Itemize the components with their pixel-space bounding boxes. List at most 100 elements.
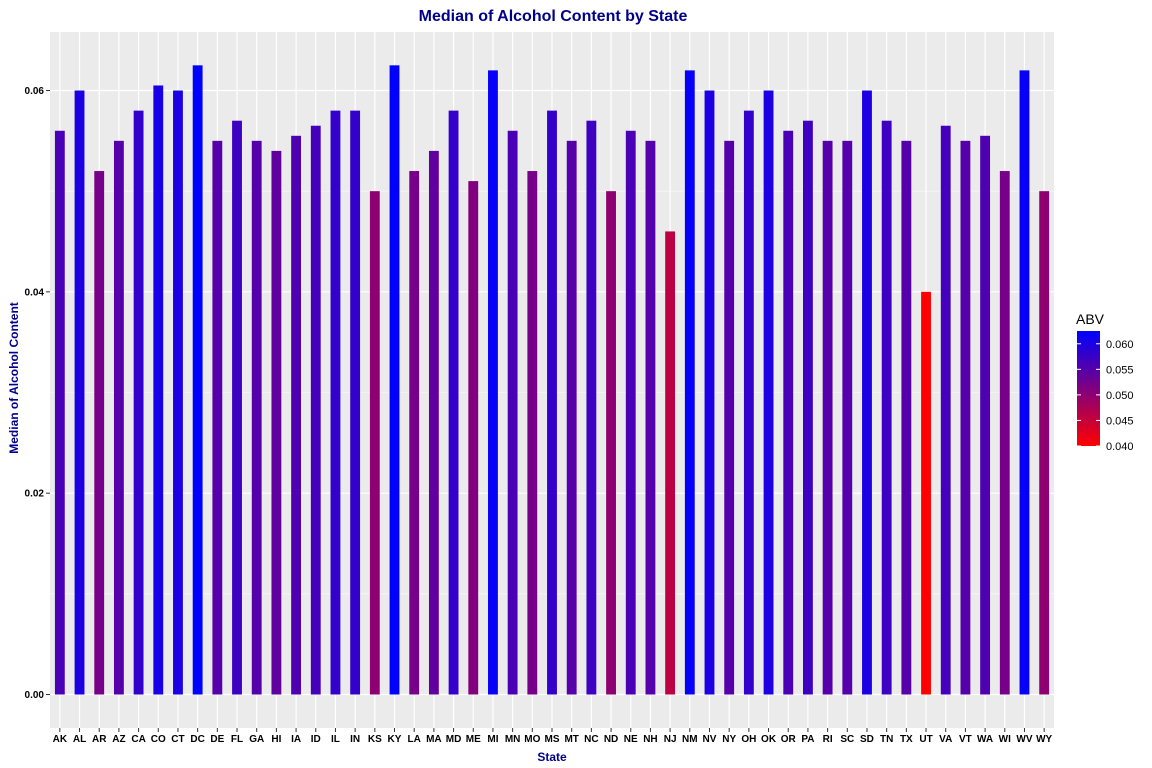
x-tick-label: WA (977, 734, 993, 745)
x-tick-label: MO (524, 734, 540, 745)
x-tick-label: CT (171, 734, 184, 745)
x-tick-label: NM (682, 734, 698, 745)
x-tick-label: AK (53, 734, 68, 745)
bar-id (310, 125, 321, 695)
x-tick-label: IA (291, 734, 301, 745)
x-tick-label: VA (939, 734, 952, 745)
x-tick-label: HI (271, 734, 281, 745)
y-axis: 0.00 0.02 0.04 0.06 (25, 86, 50, 701)
legend-colorbar (1077, 331, 1100, 446)
x-tick-label: VT (959, 734, 972, 745)
bar-wv (1019, 70, 1030, 695)
bar-ok (763, 90, 774, 695)
bar-nv (704, 90, 715, 695)
x-tick-label: MT (564, 734, 578, 745)
bar-ky (389, 65, 400, 695)
bar-la (409, 171, 420, 695)
x-tick-label: LA (408, 734, 421, 745)
x-tick-label: WI (999, 734, 1011, 745)
bar-me (468, 181, 479, 695)
bar-de (212, 140, 223, 695)
bar-ar (94, 171, 105, 695)
x-tick-label: ND (604, 734, 618, 745)
x-tick-label: DE (210, 734, 224, 745)
bars (54, 65, 1050, 695)
bar-in (350, 110, 361, 695)
x-tick-label: NJ (664, 734, 677, 745)
bar-sc (842, 140, 853, 695)
x-tick-label: NC (584, 734, 598, 745)
bar-nm (684, 70, 695, 695)
bar-ut (921, 291, 931, 695)
bar-mt (566, 140, 577, 695)
x-tick-label: KY (388, 734, 402, 745)
bar-ri (822, 140, 833, 695)
x-tick-label: TN (880, 734, 893, 745)
legend-tick-label: 0.040 (1106, 441, 1134, 453)
legend-tick-label: 0.055 (1106, 364, 1134, 376)
bar-nh (645, 140, 656, 695)
bar-ca (133, 110, 144, 695)
x-tick-label: CO (151, 734, 166, 745)
x-tick-label: MA (426, 734, 442, 745)
x-tick-label: WV (1016, 734, 1032, 745)
bar-ga (251, 140, 262, 695)
y-axis-title: Median of Alcohol Content (7, 302, 21, 454)
bar-ak (54, 130, 65, 695)
bar-wi (999, 171, 1010, 695)
x-tick-label: SC (840, 734, 854, 745)
bar-nd (606, 191, 616, 695)
x-tick-label: NH (643, 734, 657, 745)
x-axis: AK AL AR AZ CA CO CT DC DE FL GA HI IA ID IL IN KS KY LA MA… (53, 728, 1053, 745)
bar-ia (291, 135, 301, 695)
bar-nj (665, 231, 676, 695)
bar-fl (232, 120, 242, 695)
x-tick-label: ME (466, 734, 481, 745)
bar-pa (803, 120, 813, 695)
x-tick-label: NY (722, 734, 736, 745)
bar-va (940, 125, 951, 695)
bar-az (113, 140, 124, 695)
bar-tx (901, 140, 912, 695)
legend-tick-label: 0.050 (1106, 390, 1134, 402)
bar-sd (862, 90, 872, 695)
bar-mn (507, 130, 518, 695)
bar-vt (960, 140, 971, 695)
x-tick-label: GA (249, 734, 264, 745)
x-tick-label: RI (823, 734, 833, 745)
bar-mo (527, 171, 538, 695)
x-tick-label: SD (860, 734, 874, 745)
x-tick-label: FL (231, 734, 243, 745)
x-tick-label: AR (92, 734, 107, 745)
bar-ct (173, 90, 183, 695)
x-tick-label: AZ (112, 734, 125, 745)
x-tick-label: UT (919, 734, 932, 745)
bar-dc (192, 65, 203, 695)
x-tick-label: KS (368, 734, 382, 745)
bar-hi (271, 150, 282, 695)
y-tick-label: 0.00 (25, 690, 45, 701)
legend-title: ABV (1076, 311, 1105, 327)
bar-ma (428, 150, 439, 695)
x-tick-label: IN (350, 734, 360, 745)
legend-tick-label: 0.045 (1106, 415, 1134, 427)
x-tick-label: NE (624, 734, 638, 745)
x-tick-label: PA (801, 734, 814, 745)
x-axis-title: State (537, 750, 567, 764)
x-tick-label: MI (487, 734, 498, 745)
x-tick-label: MS (545, 734, 560, 745)
x-tick-label: OK (761, 734, 777, 745)
x-tick-label: IL (331, 734, 340, 745)
x-tick-label: MN (505, 734, 521, 745)
y-tick-label: 0.02 (25, 489, 45, 500)
bar-nc (586, 120, 597, 695)
bar-md (448, 110, 459, 695)
bar-ks (369, 191, 380, 695)
y-tick-label: 0.06 (25, 86, 45, 97)
bar-co (153, 85, 164, 695)
x-tick-label: CA (131, 734, 145, 745)
bar-oh (743, 110, 754, 695)
legend-tick-label: 0.060 (1106, 339, 1134, 351)
x-tick-label: AL (73, 734, 86, 745)
bar-wa (980, 135, 991, 695)
